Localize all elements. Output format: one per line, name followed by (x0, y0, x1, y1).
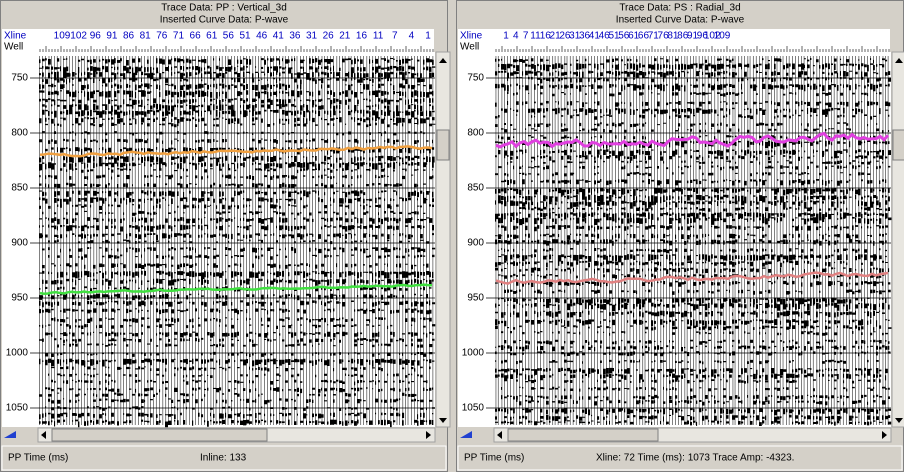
time-tick-label: 900 (467, 238, 484, 249)
xline-tick-label: 56 (223, 31, 235, 42)
axis-label: Xline (4, 31, 27, 42)
xline-tick-label: 11 (373, 31, 384, 42)
xline-tick-label: 16 (356, 31, 368, 42)
time-tick-label: 750 (11, 73, 28, 84)
panel-subtitle: Inserted Curve Data: P-wave (160, 15, 289, 26)
xline-tick-label: 102 (70, 31, 87, 42)
xline-tick-label: 66 (190, 31, 202, 42)
xline-tick-label: 61 (206, 31, 218, 42)
xline-tick-label: 91 (106, 31, 118, 42)
time-tick-label: 850 (467, 183, 484, 194)
time-tick-label: 1000 (6, 348, 29, 359)
time-tick-label: 1050 (6, 403, 29, 414)
xline-tick-label: 76 (156, 31, 168, 42)
xline-tick-label: 109 (54, 31, 71, 42)
xline-tick-label: 26 (323, 31, 335, 42)
xline-tick-label: 1 (503, 31, 509, 42)
xline-tick-label: 86 (123, 31, 135, 42)
xline-tick-label: 81 (140, 31, 152, 42)
app-window: Trace Data: PP : Vertical_3dInserted Cur… (0, 0, 904, 472)
xline-tick-label: 4 (409, 31, 415, 42)
panel-title: Trace Data: PP : Vertical_3d (161, 3, 287, 14)
xline-tick-label: 21 (339, 31, 351, 42)
status-text: Inline: 133 (200, 453, 247, 464)
xline-tick-label: 41 (273, 31, 285, 42)
xline-tick-label: 7 (523, 31, 529, 42)
xline-tick-label: 1 (425, 31, 431, 42)
xline-tick-label: 31 (306, 31, 318, 42)
axis-label: Well (4, 42, 23, 53)
time-tick-label: 950 (11, 293, 28, 304)
xline-tick-label: 96 (90, 31, 102, 42)
time-tick-label: 900 (11, 238, 28, 249)
xline-tick-label: 46 (256, 31, 268, 42)
h-scroll-thumb[interactable] (508, 429, 658, 441)
v-scroll-thumb[interactable] (893, 130, 904, 160)
axis-label: Xline (460, 31, 483, 42)
axis-label: Well (460, 42, 479, 53)
time-tick-label: 1050 (462, 403, 485, 414)
time-tick-label: 750 (467, 73, 484, 84)
time-tick-label: 800 (11, 128, 28, 139)
xline-tick-label: 36 (289, 31, 301, 42)
h-scroll-thumb[interactable] (52, 429, 267, 441)
xline-tick-label: 4 (513, 31, 519, 42)
time-tick-label: 800 (467, 128, 484, 139)
v-scrollbar[interactable] (892, 52, 904, 427)
status-text: PP Time (ms) (464, 453, 524, 464)
time-tick-label: 1000 (462, 348, 485, 359)
panel-subtitle: Inserted Curve Data: P-wave (616, 15, 745, 26)
xline-tick-label: 7 (392, 31, 398, 42)
status-text: Xline: 72 Time (ms): 1073 Trace Amp: -43… (596, 453, 794, 464)
xline-tick-label: 109 (714, 31, 731, 42)
v-scroll-thumb[interactable] (437, 130, 449, 160)
v-scrollbar[interactable] (436, 52, 450, 427)
panel-title: Trace Data: PS : Radial_3d (619, 3, 740, 14)
xline-tick-label: 71 (173, 31, 185, 42)
page: Trace Data: PP : Vertical_3dInserted Cur… (0, 0, 904, 472)
time-tick-label: 950 (467, 293, 484, 304)
xline-tick-label: 51 (239, 31, 251, 42)
status-text: PP Time (ms) (8, 453, 68, 464)
time-tick-label: 850 (11, 183, 28, 194)
